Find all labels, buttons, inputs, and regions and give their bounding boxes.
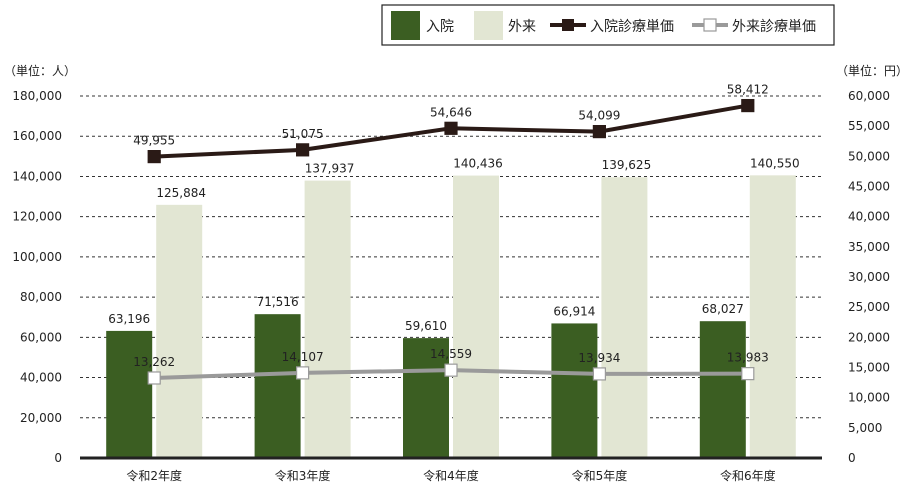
inpatient-price-label: 49,955 bbox=[133, 134, 175, 148]
right-axis-unit: （単位：円） bbox=[836, 63, 908, 78]
left-tick-label: 180,000 bbox=[12, 89, 62, 103]
outpatient-price-label: 13,262 bbox=[133, 355, 175, 369]
right-tick-label: 15,000 bbox=[848, 361, 890, 375]
bar-inpatient bbox=[551, 323, 598, 458]
right-tick-label: 0 bbox=[848, 451, 856, 465]
inpatient-price-marker bbox=[592, 125, 607, 139]
right-tick-label: 45,000 bbox=[848, 180, 890, 194]
right-tick-label: 25,000 bbox=[848, 300, 890, 314]
bar-label-outpatient: 140,550 bbox=[750, 156, 800, 170]
legend-swatch-outpatient bbox=[474, 11, 503, 40]
bar-label-inpatient: 63,196 bbox=[108, 312, 150, 326]
x-tick-label: 令和6年度 bbox=[720, 468, 776, 483]
bar-outpatient bbox=[304, 180, 351, 458]
outpatient-price-label: 14,559 bbox=[430, 347, 472, 361]
data-labels: 63,196 125,884 71,516 137,937 59,610 140,436 6… bbox=[108, 83, 799, 369]
inpatient-price-marker bbox=[296, 143, 310, 157]
bars bbox=[106, 175, 796, 459]
legend-label-outpatient-price: 外来診療単価 bbox=[732, 18, 816, 35]
left-tick-label: 0 bbox=[54, 451, 62, 465]
right-tick-label: 60,000 bbox=[848, 89, 890, 103]
lines bbox=[147, 98, 755, 385]
outpatient-price-label: 13,983 bbox=[727, 351, 769, 365]
legend-marker-inpatient-price bbox=[562, 19, 574, 31]
left-tick-label: 40,000 bbox=[20, 371, 62, 385]
bar-label-outpatient: 139,625 bbox=[602, 158, 652, 172]
bar-outpatient bbox=[749, 175, 796, 459]
right-tick-label: 5,000 bbox=[848, 421, 882, 435]
outpatient-price-marker bbox=[147, 371, 161, 385]
left-tick-label: 60,000 bbox=[20, 330, 62, 344]
right-tick-label: 55,000 bbox=[848, 119, 890, 133]
outpatient-price-marker bbox=[444, 363, 458, 377]
left-tick-label: 160,000 bbox=[12, 129, 62, 143]
left-axis-unit: （単位：人） bbox=[4, 63, 76, 78]
legend: 入院 外来 入院診療単価 外来診療単価 bbox=[381, 4, 835, 46]
legend-label-inpatient: 入院 bbox=[426, 19, 454, 35]
inpatient-price-marker bbox=[741, 98, 755, 113]
legend-swatch-inpatient bbox=[391, 11, 420, 40]
legend-marker-outpatient-price bbox=[703, 18, 717, 32]
inpatient-price-marker bbox=[147, 150, 161, 164]
right-tick-label: 30,000 bbox=[848, 270, 890, 284]
bar-inpatient bbox=[699, 321, 746, 458]
bar-label-inpatient: 71,516 bbox=[257, 295, 299, 309]
x-tick-label: 令和2年度 bbox=[126, 468, 182, 483]
left-tick-label: 140,000 bbox=[12, 169, 62, 183]
inpatient-price-label: 54,099 bbox=[578, 109, 620, 123]
gridlines bbox=[80, 95, 822, 419]
bar-label-outpatient: 137,937 bbox=[305, 162, 355, 176]
bar-label-inpatient: 68,027 bbox=[702, 302, 744, 316]
outpatient-price-label: 14,107 bbox=[282, 350, 324, 364]
left-tick-label: 20,000 bbox=[20, 411, 62, 425]
inpatient-price-label: 54,646 bbox=[430, 105, 472, 119]
left-tick-label: 100,000 bbox=[12, 250, 62, 264]
legend-label-inpatient-price: 入院診療単価 bbox=[590, 18, 674, 35]
outpatient-price-marker bbox=[741, 367, 755, 381]
x-tick-label: 令和3年度 bbox=[275, 468, 331, 483]
right-tick-label: 10,000 bbox=[848, 391, 890, 405]
right-tick-label: 35,000 bbox=[848, 240, 890, 254]
x-tick-label: 令和4年度 bbox=[423, 468, 479, 483]
axes: 0 20,000 40,000 60,000 80,000 100,000 120,000 1… bbox=[12, 89, 890, 483]
bar-inpatient bbox=[106, 330, 153, 458]
bar-label-inpatient: 66,914 bbox=[553, 304, 595, 318]
legend-frame bbox=[381, 4, 835, 46]
bar-outpatient bbox=[156, 204, 203, 458]
outpatient-price-marker bbox=[296, 366, 310, 380]
bar-outpatient bbox=[453, 175, 499, 458]
x-tick-label: 令和5年度 bbox=[572, 468, 628, 483]
left-tick-label: 120,000 bbox=[12, 210, 62, 224]
outpatient-price-label: 13,934 bbox=[578, 351, 620, 365]
inpatient-price-marker bbox=[444, 121, 458, 135]
inpatient-price-label: 51,075 bbox=[282, 127, 324, 141]
legend-label-outpatient: 外来 bbox=[508, 19, 536, 35]
bar-outpatient bbox=[601, 177, 648, 458]
bar-inpatient bbox=[403, 338, 449, 458]
bar-label-outpatient: 140,436 bbox=[453, 157, 503, 171]
left-tick-label: 80,000 bbox=[20, 290, 62, 304]
right-tick-label: 20,000 bbox=[848, 330, 890, 344]
bar-label-inpatient: 59,610 bbox=[405, 319, 447, 333]
bar-label-outpatient: 125,884 bbox=[156, 186, 206, 200]
right-tick-label: 40,000 bbox=[848, 210, 890, 224]
bar-inpatient bbox=[254, 314, 301, 458]
outpatient-price-marker bbox=[592, 367, 607, 381]
inpatient-price-label: 58,412 bbox=[727, 83, 769, 97]
right-tick-label: 50,000 bbox=[848, 149, 890, 163]
